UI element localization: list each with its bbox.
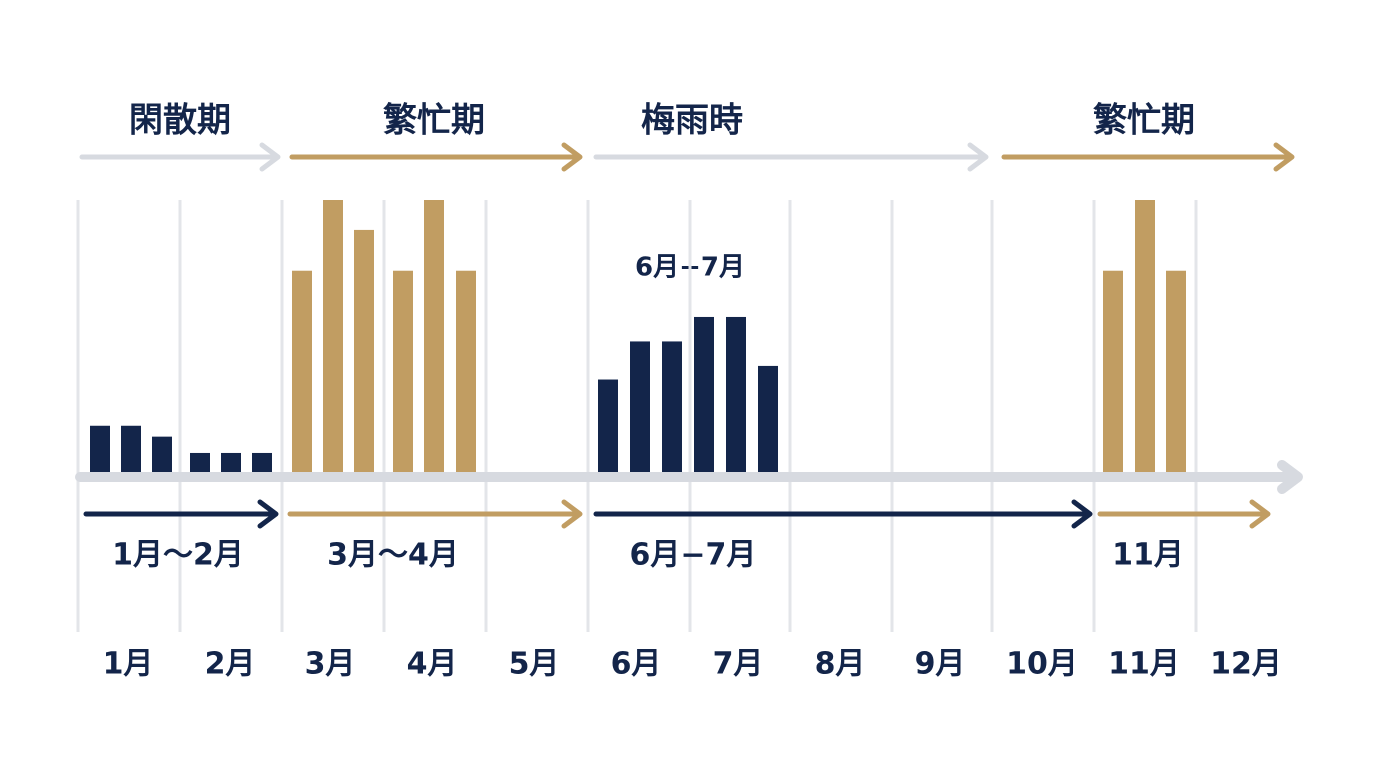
month-label: 8月 xyxy=(815,647,866,682)
month-label: 3月 xyxy=(305,647,356,682)
month-label: 7月 xyxy=(713,647,764,682)
period-arrow-head xyxy=(967,142,989,172)
period-label: 繁忙期 xyxy=(383,101,485,141)
bar xyxy=(152,436,172,472)
bar xyxy=(354,229,374,472)
period-label: 繁忙期 xyxy=(1093,101,1195,141)
bar xyxy=(323,200,343,472)
bar xyxy=(598,379,618,472)
bar xyxy=(292,270,312,472)
period-arrow-head xyxy=(561,142,583,172)
month-label: 1月 xyxy=(103,647,154,682)
range-arrow-head xyxy=(257,499,279,529)
timeline-axis-head xyxy=(1277,460,1303,494)
month-label: 5月 xyxy=(509,647,560,682)
range-label: 11月 xyxy=(1112,538,1184,573)
month-label: 11月 xyxy=(1108,647,1180,682)
bar xyxy=(726,316,746,472)
bar xyxy=(424,200,444,472)
bar xyxy=(456,270,476,472)
bar xyxy=(393,270,413,472)
bar xyxy=(190,452,210,472)
bar xyxy=(252,452,272,472)
period-arrow-head xyxy=(259,142,281,172)
bar xyxy=(662,341,682,472)
range-arrow-head xyxy=(1249,499,1271,529)
bar xyxy=(758,365,778,472)
bar xyxy=(1135,200,1155,472)
bar xyxy=(90,425,110,472)
range-label: 6月−7月 xyxy=(630,538,757,573)
range-arrow-head xyxy=(1071,499,1093,529)
bar xyxy=(630,341,650,472)
period-label: 閑散期 xyxy=(129,101,231,141)
month-label: 6月 xyxy=(611,647,662,682)
bar xyxy=(121,425,141,472)
bar xyxy=(221,452,241,472)
month-label: 10月 xyxy=(1006,647,1078,682)
range-label: 1月〜2月 xyxy=(112,538,244,573)
bar xyxy=(1166,270,1186,472)
month-label: 12月 xyxy=(1210,647,1282,682)
period-arrow-head xyxy=(1273,142,1295,172)
month-label: 2月 xyxy=(205,647,256,682)
bar xyxy=(1103,270,1123,472)
month-label: 9月 xyxy=(915,647,966,682)
month-label: 4月 xyxy=(407,647,458,682)
period-label: 梅雨時 xyxy=(641,101,743,141)
bar xyxy=(694,316,714,472)
range-arrow-head xyxy=(561,499,583,529)
range-label: 3月〜4月 xyxy=(327,538,459,573)
